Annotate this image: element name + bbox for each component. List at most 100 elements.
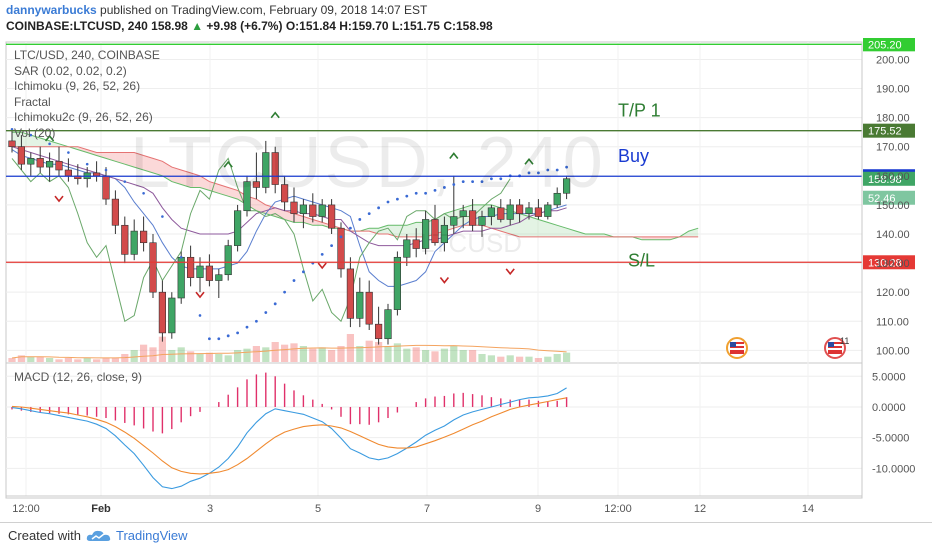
volume-bar (55, 359, 63, 362)
created-with-text: Created with (8, 528, 81, 543)
annotation-label: T/P 1 (618, 101, 661, 121)
sar-dot (236, 331, 240, 335)
candle-body (111, 198, 119, 226)
volume-bar (215, 354, 223, 362)
cloud-segment (369, 228, 379, 234)
fractal-up-marker (223, 160, 233, 168)
sar-dot (546, 168, 550, 172)
candle-body (487, 207, 496, 217)
price-tick-label: 120.00 (876, 287, 910, 299)
candle-body (102, 175, 110, 200)
symbol-label: COINBASE:LTCUSD, 240 (6, 19, 148, 33)
cloud-segment (388, 225, 398, 237)
legend-sar[interactable]: SAR (0.02, 0.02, 0.2) (14, 63, 127, 78)
cloud-segment (576, 231, 586, 237)
macd-signal-line (11, 397, 567, 475)
candle-body (365, 291, 373, 325)
indicator-legend: LTC/USD, 240, COINBASE SAR (0.02, 0.02, … (14, 48, 160, 141)
volume-bar (516, 356, 524, 362)
cloud-segment (275, 207, 285, 220)
candle-body (271, 152, 279, 185)
price-tick-label: 200.00 (876, 54, 910, 66)
sar-dot (490, 177, 493, 181)
cloud-segment (21, 132, 31, 147)
candle-body (506, 204, 514, 220)
candlesticks (8, 129, 571, 345)
footer-bar: Created with TradingView (0, 522, 932, 551)
close-label: C: (443, 19, 456, 33)
us-flag-icon-grouped[interactable]: 11 (824, 336, 849, 359)
volume-bar (375, 342, 383, 362)
chart-header: dannywarbucks published on TradingView.c… (6, 2, 493, 34)
volume-bar (158, 336, 166, 362)
event-count: 11 (840, 336, 849, 346)
candle-body (440, 224, 449, 244)
price-tick-label: 110.00 (876, 316, 909, 328)
volume-ma-line (11, 344, 567, 359)
macd-tick-label: -5.0000 (872, 433, 909, 445)
candle-body (374, 323, 383, 340)
fractal-down-marker (54, 195, 64, 203)
candle-body (515, 204, 524, 214)
cloud-segment (529, 216, 539, 237)
legend-fractal[interactable]: Fractal (14, 94, 51, 109)
volume-bar (309, 348, 317, 362)
cloud-segment (30, 135, 41, 147)
volume-bar (356, 346, 364, 362)
volume-bar (497, 356, 505, 362)
price-badge-bg (863, 190, 915, 205)
legend-volume[interactable]: Vol (20) (14, 125, 56, 140)
sar-dot (320, 252, 324, 256)
volume-bar (563, 352, 571, 362)
volume-bar (422, 350, 430, 362)
candle-body (158, 291, 167, 334)
sar-dot (499, 177, 503, 181)
author-name[interactable]: dannywarbucks (6, 3, 97, 17)
volume-bar (290, 343, 298, 362)
price-badge: 158.98 (868, 174, 902, 186)
candle-body (393, 256, 402, 310)
macd-legend[interactable]: MACD (12, 26, close, 9) (14, 370, 143, 384)
volume-bar (525, 356, 533, 362)
us-flag-icon[interactable] (726, 337, 748, 359)
legend-ichimoku[interactable]: Ichimoku (9, 26, 52, 26) (14, 79, 141, 93)
macd-line (11, 387, 567, 490)
candle-body (356, 291, 364, 319)
candle-body (318, 204, 326, 217)
close-value: 158.98 (455, 19, 493, 33)
high-label: H: (339, 19, 352, 33)
sar-dot (377, 206, 380, 210)
low-value: 151.75 (403, 19, 440, 33)
level-label-bg (863, 38, 915, 52)
macd-tick-label: -10.0000 (872, 463, 915, 475)
cloud-segment (115, 152, 125, 165)
cloud-segment (651, 236, 661, 240)
level-label-bg (863, 123, 915, 138)
cloud-segment (538, 219, 548, 237)
sar-dot (405, 194, 409, 198)
volume-bar (8, 358, 16, 362)
cloud-segment (200, 175, 210, 191)
cloud-segment (228, 187, 238, 200)
candle-body (215, 274, 223, 281)
candle-body (327, 204, 336, 229)
volume-bar (74, 359, 82, 362)
volume-bar (328, 350, 336, 362)
legend-ichimoku2[interactable]: Ichimoku2c (9, 26, 52, 26) (14, 110, 153, 124)
volume-bar (553, 354, 561, 362)
change-value: +9.98 (+6.7%) (206, 19, 283, 33)
volume-bar (440, 348, 448, 362)
tradingview-link[interactable]: TradingView (116, 528, 188, 543)
volume-bars (8, 334, 571, 362)
sar-dot (443, 186, 446, 189)
time-tick-label: 9 (535, 503, 541, 515)
volume-bar (196, 354, 204, 362)
candle-body (450, 216, 458, 226)
volume-bar (412, 347, 420, 362)
sar-dot (273, 302, 277, 306)
cloud-segment (406, 222, 417, 237)
candle-body (346, 268, 355, 319)
volume-bar (271, 342, 279, 362)
